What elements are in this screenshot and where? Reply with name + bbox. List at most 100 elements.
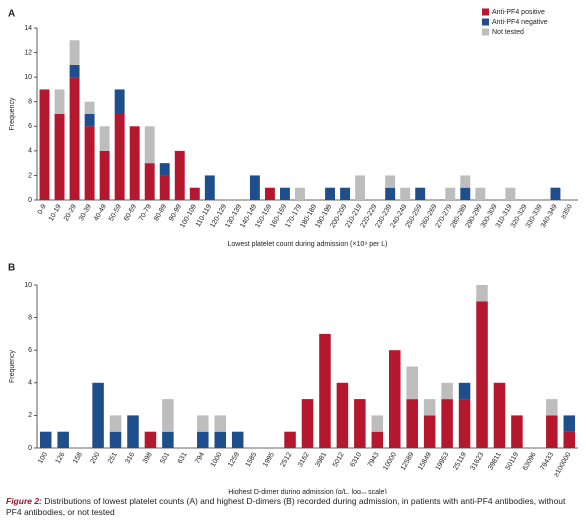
bar-segment [159, 175, 170, 200]
x-tick-label: 30-39 [78, 203, 93, 222]
bar-segment [475, 187, 486, 200]
bar-segment [39, 89, 50, 200]
bar-segment [563, 431, 576, 448]
legend-swatch [482, 28, 489, 36]
bar-segment [355, 175, 366, 200]
bar-segment [197, 431, 209, 448]
bar-segment [129, 126, 140, 200]
x-tick-label: 3981 [314, 451, 328, 468]
bar-segment [319, 333, 331, 448]
bar-segment [423, 399, 436, 416]
panel-label: B [8, 263, 15, 274]
x-tick-label: 15849 [417, 451, 433, 471]
x-tick-label: 63096 [522, 451, 538, 471]
x-tick-label: 20-29 [63, 203, 78, 222]
x-tick-label: ≥350 [560, 203, 574, 220]
x-tick-label: 316 [124, 451, 136, 465]
bar-segment [546, 399, 558, 416]
y-tick-label: 0 [28, 197, 32, 204]
bar-segment [325, 187, 336, 200]
bar-segment [505, 187, 516, 200]
bar-segment [69, 77, 80, 200]
x-tick-label: 7943 [367, 451, 381, 468]
x-tick-label: 90-99 [168, 203, 183, 222]
bar-segment [197, 415, 209, 432]
bar-segment [441, 399, 453, 448]
bar-segment [127, 415, 139, 448]
x-tick-label: 60-69 [123, 203, 138, 222]
x-tick-label: 19953 [435, 451, 451, 471]
x-axis-label: Highest D-dimer during admission (g/L, l… [228, 489, 387, 494]
x-tick-label: 100 [37, 451, 49, 465]
bar-segment [460, 175, 471, 188]
y-axis-label: Frequency [9, 349, 16, 383]
x-tick-label: 158 [72, 451, 84, 465]
panel-label: A [8, 9, 15, 20]
legend-label: Anti-PF4 negative [492, 19, 548, 26]
bar-segment [162, 431, 174, 448]
bar-segment [284, 431, 296, 448]
x-tick-label: 251 [107, 451, 119, 465]
x-tick-label: 2512 [280, 451, 294, 468]
caption: Figure 2: Distributions of lowest platel… [6, 496, 578, 518]
bar-segment [264, 187, 275, 200]
bar-segment [174, 150, 185, 200]
x-tick-label: 3162 [297, 451, 311, 468]
x-tick-label: 398 [142, 451, 154, 465]
bar-segment [109, 415, 122, 432]
bar-segment [550, 187, 561, 200]
x-tick-label: 40-49 [93, 203, 108, 222]
bar-segment [84, 114, 95, 127]
bar-segment [301, 399, 314, 448]
x-tick-label: 10000 [382, 451, 398, 471]
bar-segment [476, 301, 488, 448]
bar-segment [400, 187, 411, 200]
x-tick-label: 80-89 [153, 203, 168, 222]
x-tick-label: 1000 [210, 451, 224, 468]
bar-segment [354, 399, 366, 448]
bar-segment [69, 64, 80, 78]
x-tick-label: 5012 [332, 451, 346, 468]
y-tick-label: 4 [28, 148, 32, 155]
bar-segment [99, 150, 110, 200]
x-tick-label: 6310 [349, 451, 363, 468]
x-tick-label: 1995 [262, 451, 276, 468]
bar-segment [249, 175, 260, 200]
bar-segment [295, 187, 305, 200]
bar-segment [371, 415, 384, 432]
bar-segment [162, 399, 174, 432]
bar-segment [388, 350, 401, 448]
bar-segment [84, 101, 95, 114]
x-tick-label: 126 [55, 451, 67, 465]
bar-segment [54, 114, 65, 200]
bar-segment [144, 126, 155, 164]
x-tick-label: 70-79 [138, 203, 153, 222]
bar-segment [415, 187, 426, 200]
y-tick-label: 8 [28, 99, 32, 106]
x-tick-label: 0-9 [37, 203, 48, 215]
bar-segment [340, 187, 351, 200]
x-axis-label: Lowest platelet count during admission (… [227, 241, 387, 248]
bar-segment [406, 366, 418, 400]
bar-segment [445, 187, 456, 200]
x-tick-label: 79433 [539, 451, 555, 471]
bar-segment [214, 415, 227, 432]
bar-segment [84, 126, 95, 200]
x-tick-label: 200 [90, 451, 102, 465]
x-tick-label: 10-19 [48, 203, 63, 222]
bar-segment [214, 431, 227, 448]
bar-segment [476, 285, 488, 302]
y-tick-label: 4 [28, 380, 32, 387]
y-axis-label: Frequency [9, 97, 16, 131]
x-tick-label: 501 [159, 451, 171, 465]
x-tick-label: 12589 [400, 451, 416, 471]
caption-text: Distributions of lowest platelet counts … [6, 496, 566, 517]
bar-segment [69, 40, 80, 65]
bar-segment [458, 399, 471, 448]
bar-segment [546, 415, 558, 448]
x-tick-label: 50119 [505, 451, 521, 471]
x-tick-label: 794 [194, 451, 206, 465]
y-tick-label: 6 [28, 123, 32, 130]
y-tick-label: 0 [28, 445, 32, 452]
